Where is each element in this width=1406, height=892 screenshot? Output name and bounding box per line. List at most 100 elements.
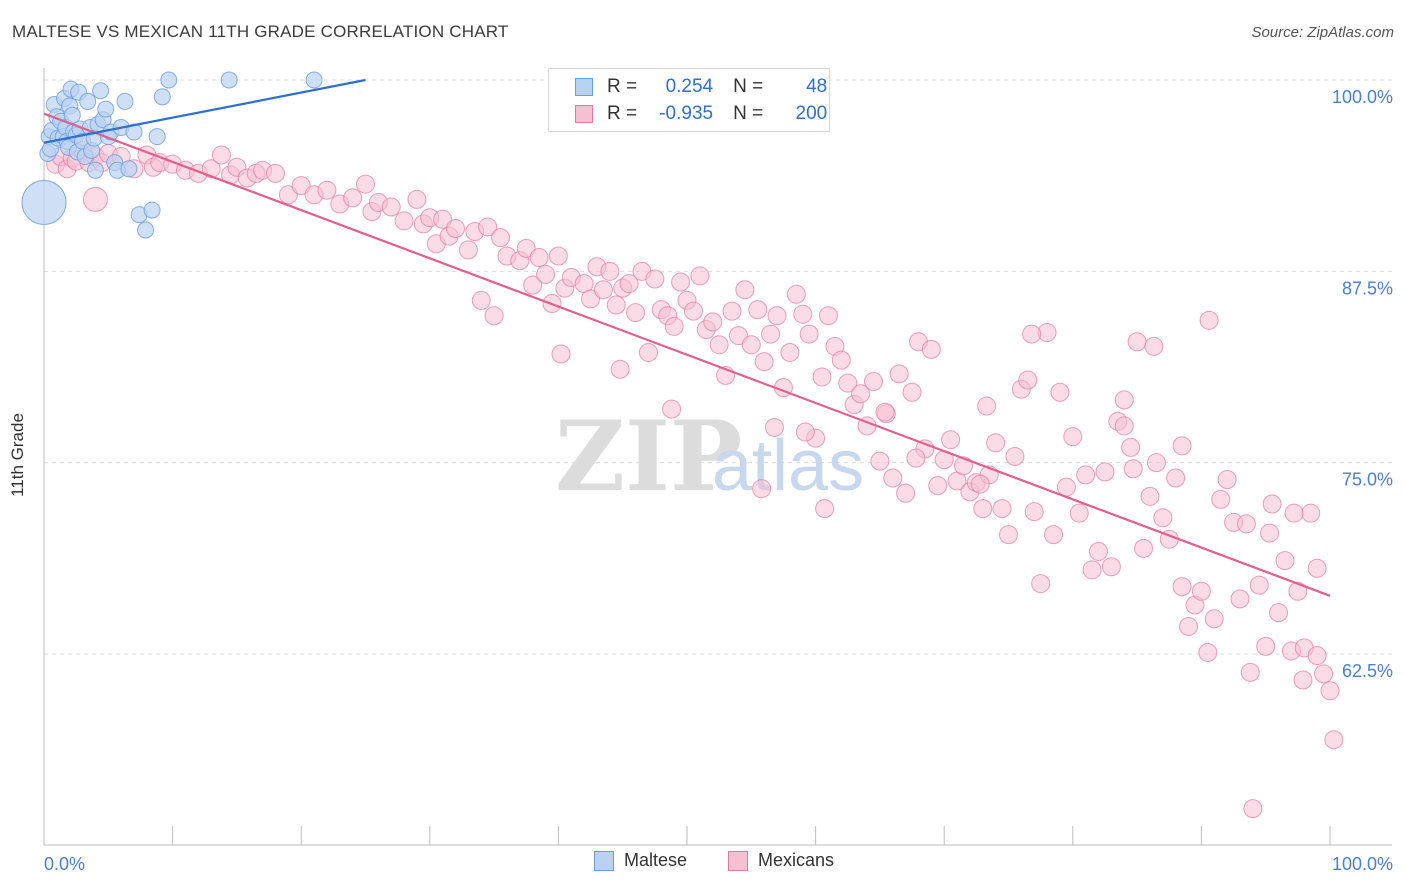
mexicans-point [1022,324,1042,344]
mexicans-point [1153,508,1173,528]
mexicans-points [46,140,1344,819]
mexicans-point [1307,558,1327,578]
mexicans-point [795,422,815,442]
mexicans-point [851,384,871,404]
mexicans-point [1069,503,1089,523]
mexicans-point [645,269,665,289]
mexicans-point [1301,503,1321,523]
maltese-point [116,92,134,110]
mexicans-point [906,448,926,468]
r-value: 0.254 [665,76,714,97]
mexicans-point [1198,642,1218,662]
mexicans-point [1230,589,1250,609]
mexicans-point [433,209,453,229]
legend-label: Mexicans [758,850,835,870]
maltese-swatch [594,850,614,871]
mexicans-point [1127,332,1147,352]
mexicans-point [735,280,755,300]
mexicans-point [1249,575,1269,595]
n-label: N = [733,76,764,97]
watermark-atlas: atlas [712,426,864,506]
mexicans-point [551,344,571,364]
maltese-point [160,71,178,89]
mexicans-point [921,339,941,359]
mexicans-point [1236,514,1256,534]
mexicans-point [1144,336,1164,356]
mexicans-point [1095,462,1115,482]
mexicans-point [690,266,710,286]
maltese-points [21,71,323,239]
mexicans-point [201,159,221,179]
mexicans-point [1121,437,1141,457]
mexicans-point [1320,681,1340,701]
mexicans-point [799,324,819,344]
mexicans-point [1076,465,1096,485]
mexicans-point [1172,577,1192,597]
x-tick-label: 0.0% [44,854,85,874]
mexicans-point [1199,310,1219,330]
r-label: R = [607,103,638,124]
mexicans-point [896,483,916,503]
mexicans-point [1082,560,1102,580]
mexicans-point [1191,581,1211,601]
mexicans-point [941,430,961,450]
mexicans-point [1256,636,1276,656]
legend-row-maltese: R = 0.254 N = 48 [549,74,827,100]
mexicans-point [211,145,231,165]
mexicans-point [902,382,922,402]
r-value: -0.935 [659,103,714,124]
n-label: N = [733,103,764,124]
mexicans-point [671,272,691,292]
watermark-zip: ZIP [555,400,742,513]
mexicans-point [523,275,543,295]
mexicans-point [458,240,478,260]
tick-labels: 62.5% 75.0% 87.5% 100.0% 0.0% 100.0% [44,87,1393,874]
bottom-legend-mexicans: Mexicans [728,850,834,871]
source-label: Source: ZipAtlas.com [1251,24,1394,41]
mexicans-point [1211,489,1231,509]
mexicans-point [831,350,851,370]
mexicans-point [1293,670,1313,690]
mexicans-point [709,335,729,355]
n-value: 200 [795,103,828,124]
mexicans-point [728,326,748,346]
maltese-point [79,92,97,110]
mexicans-point [610,359,630,379]
mexicans-point [970,474,990,494]
mexicans-point [1123,459,1143,479]
mexicans-point [793,304,813,324]
mexicans-point [986,433,1006,453]
mexicans-point [764,417,784,437]
mexicans-point [478,217,498,237]
mexicans-point [356,174,375,194]
trend-lines [43,78,1331,597]
mexicans-point [1044,525,1064,545]
mexicans-point [1063,427,1083,447]
mexicans-point [291,176,311,196]
mexicans-point [1307,646,1327,666]
mexicans-point [1031,574,1051,594]
mexicans-point [1275,551,1295,571]
maltese-swatch [575,78,593,96]
mexicans-point [741,335,761,355]
mexicans-point [780,342,800,362]
mexicans-point [863,372,883,392]
y-axis-label: 11th Grade [8,413,27,497]
maltese-point [86,161,104,179]
mexicans-swatch [575,105,593,123]
mexicans-point [1146,453,1166,473]
y-tick-label: 100.0% [1332,87,1393,107]
mexicans-point [1240,662,1260,682]
mexicans-point [407,189,427,209]
mexicans-point [812,367,832,387]
mexicans-point [1050,382,1070,402]
maltese-point [153,88,171,106]
mexicans-point [548,246,568,266]
mexicans-point [1324,730,1344,750]
mexicans-point [536,264,556,284]
mexicans-point [1024,502,1044,522]
maltese-point [120,160,138,178]
mexicans-point [317,180,337,200]
mexicans-point [883,468,903,488]
mexicans-point [606,295,626,315]
